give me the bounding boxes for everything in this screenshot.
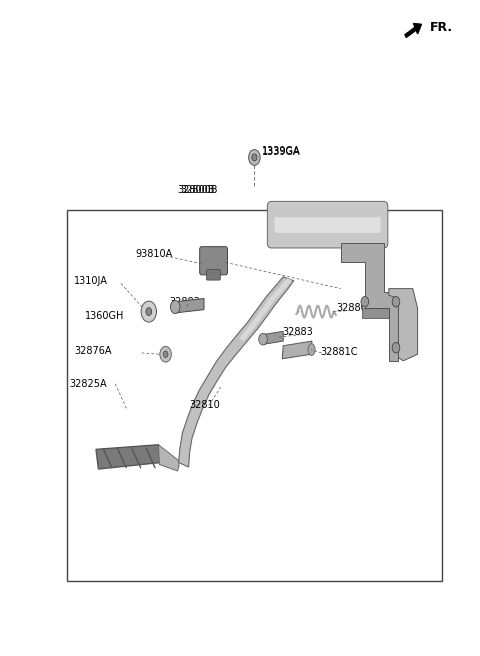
Text: 1360GH: 1360GH	[85, 311, 125, 321]
Circle shape	[361, 297, 369, 307]
FancyArrow shape	[405, 24, 421, 37]
Text: 32800B: 32800B	[178, 185, 215, 195]
Text: 1339GA: 1339GA	[262, 147, 300, 157]
Ellipse shape	[308, 344, 315, 356]
Text: 93810A: 93810A	[136, 249, 173, 259]
FancyBboxPatch shape	[200, 247, 228, 275]
Text: 32883: 32883	[282, 327, 313, 337]
Polygon shape	[341, 243, 398, 361]
Polygon shape	[179, 277, 294, 467]
Polygon shape	[362, 308, 389, 318]
Polygon shape	[263, 331, 283, 344]
Text: 32825A: 32825A	[70, 379, 107, 389]
Text: 1310JA: 1310JA	[74, 276, 108, 286]
Text: 32883: 32883	[169, 297, 200, 307]
Circle shape	[249, 150, 260, 165]
Polygon shape	[282, 341, 312, 359]
Circle shape	[146, 308, 152, 316]
Circle shape	[259, 333, 267, 345]
Text: 32810: 32810	[190, 400, 220, 411]
Text: 32800B: 32800B	[180, 185, 217, 195]
Circle shape	[160, 346, 171, 362]
Polygon shape	[96, 445, 161, 469]
Circle shape	[170, 300, 180, 314]
Text: FR.: FR.	[430, 21, 453, 34]
Circle shape	[163, 351, 168, 358]
Circle shape	[252, 154, 257, 161]
Bar	[67, 210, 442, 581]
Text: 32881C: 32881C	[321, 347, 358, 358]
Text: 32876A: 32876A	[74, 346, 112, 356]
FancyBboxPatch shape	[275, 217, 381, 233]
Text: 32886A: 32886A	[336, 303, 373, 314]
Circle shape	[392, 297, 400, 307]
FancyBboxPatch shape	[267, 201, 388, 248]
FancyBboxPatch shape	[206, 270, 220, 280]
Polygon shape	[239, 278, 292, 341]
Text: 1339GA: 1339GA	[262, 146, 300, 156]
Polygon shape	[158, 445, 179, 471]
Circle shape	[141, 301, 156, 322]
Polygon shape	[175, 298, 204, 313]
Circle shape	[392, 342, 400, 353]
Polygon shape	[389, 289, 418, 361]
